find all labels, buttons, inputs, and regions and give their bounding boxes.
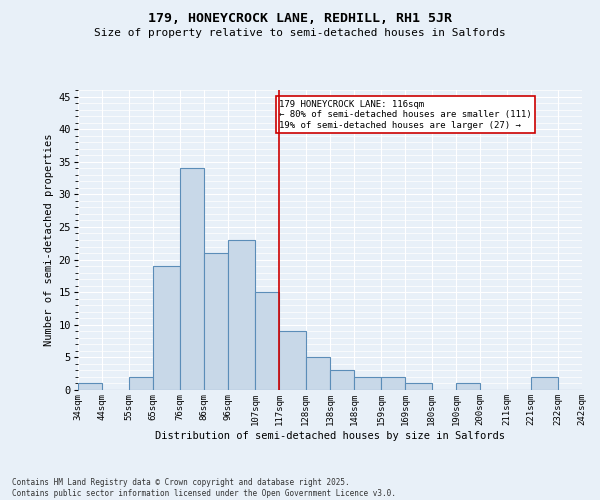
Bar bbox=[456, 384, 480, 390]
Bar bbox=[405, 384, 432, 390]
Bar bbox=[153, 266, 180, 390]
Bar bbox=[255, 292, 279, 390]
Text: 179 HONEYCROCK LANE: 116sqm
← 80% of semi-detached houses are smaller (111)
19% : 179 HONEYCROCK LANE: 116sqm ← 80% of sem… bbox=[279, 100, 532, 130]
Y-axis label: Number of semi-detached properties: Number of semi-detached properties bbox=[44, 134, 55, 346]
Bar bbox=[204, 253, 228, 390]
Bar bbox=[228, 240, 255, 390]
Text: Size of property relative to semi-detached houses in Salfords: Size of property relative to semi-detach… bbox=[94, 28, 506, 38]
Bar bbox=[330, 370, 354, 390]
Bar bbox=[531, 377, 558, 390]
Bar bbox=[381, 377, 405, 390]
Bar bbox=[78, 384, 102, 390]
Text: Contains HM Land Registry data © Crown copyright and database right 2025.
Contai: Contains HM Land Registry data © Crown c… bbox=[12, 478, 396, 498]
Bar bbox=[306, 358, 330, 390]
X-axis label: Distribution of semi-detached houses by size in Salfords: Distribution of semi-detached houses by … bbox=[155, 430, 505, 440]
Bar bbox=[180, 168, 204, 390]
Bar bbox=[354, 377, 381, 390]
Bar bbox=[279, 332, 306, 390]
Bar bbox=[129, 377, 153, 390]
Text: 179, HONEYCROCK LANE, REDHILL, RH1 5JR: 179, HONEYCROCK LANE, REDHILL, RH1 5JR bbox=[148, 12, 452, 26]
